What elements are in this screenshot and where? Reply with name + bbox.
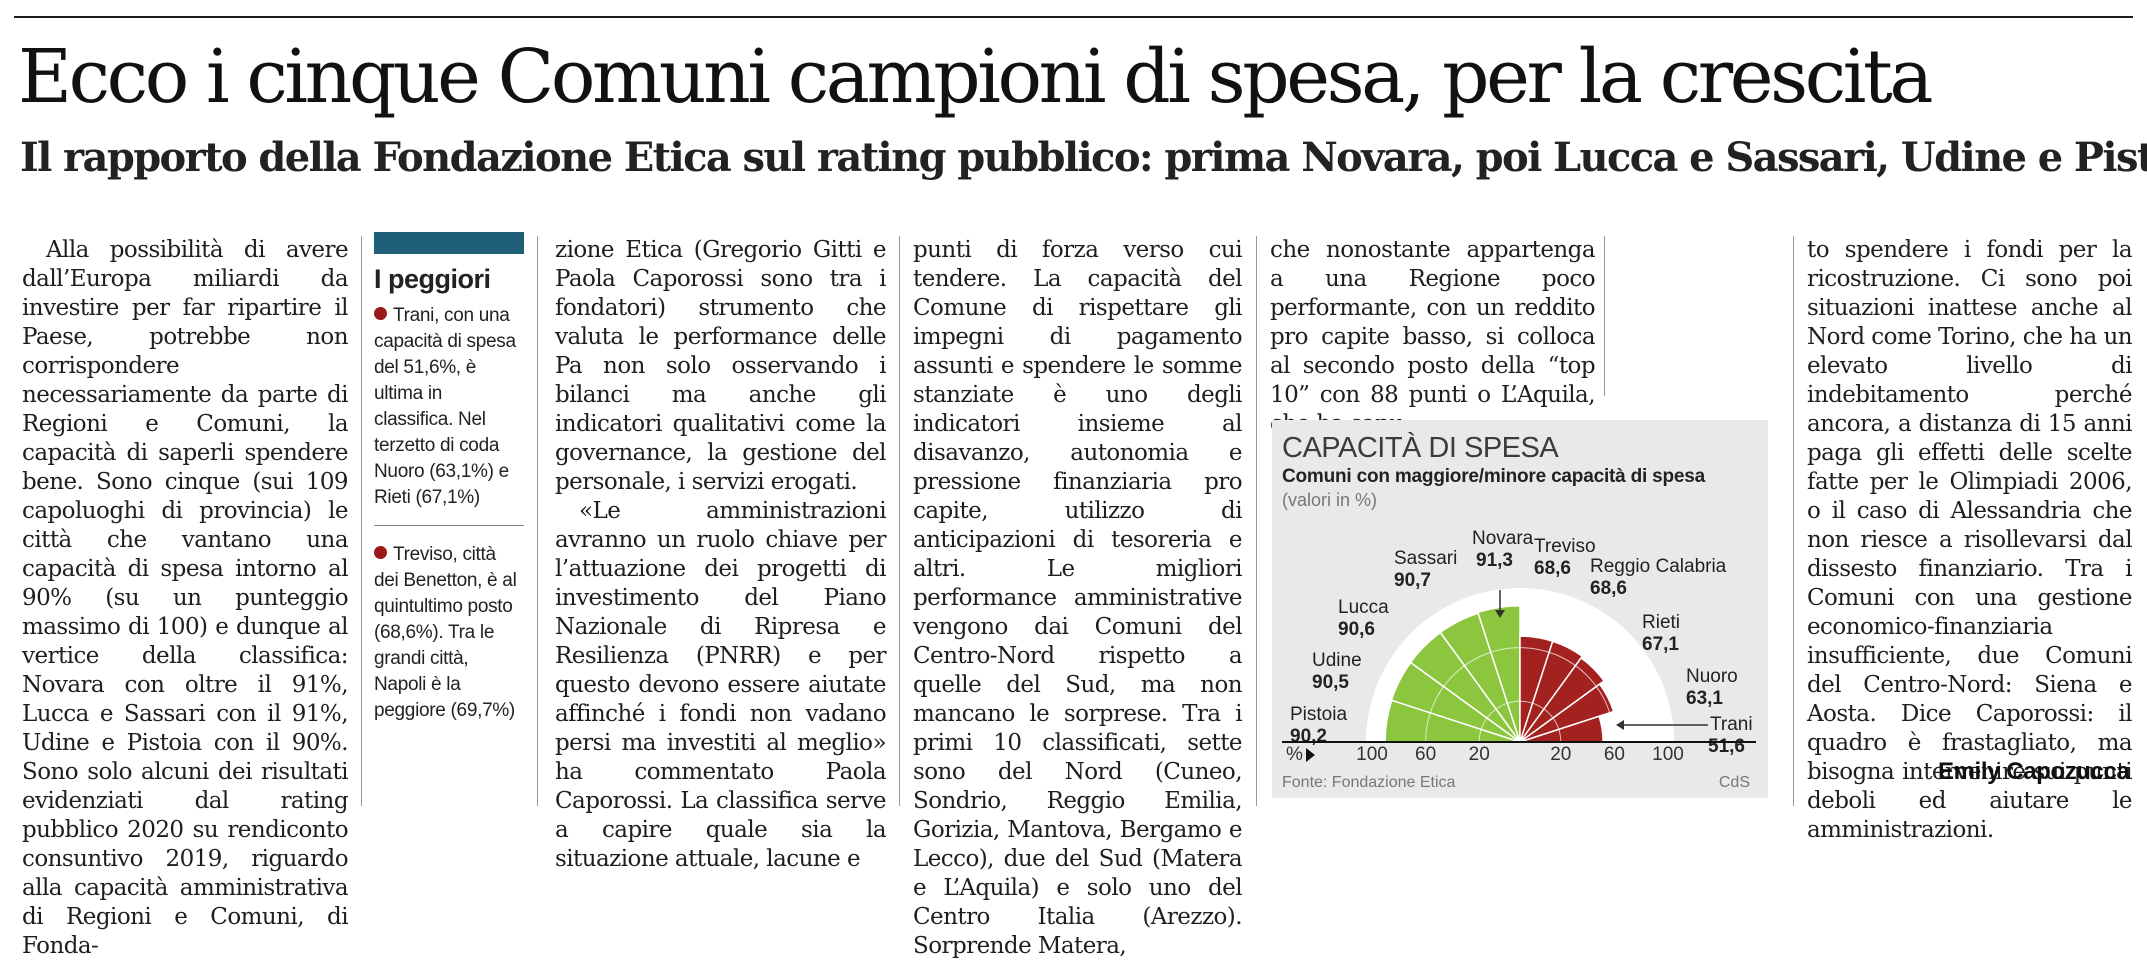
value-treviso: 68,6: [1534, 558, 1571, 579]
sidebar-item-text: Trani, con una capacità di spesa del 51,…: [374, 305, 516, 508]
paragraph-4: punti di forza verso cui tendere. La cap…: [913, 237, 1243, 959]
guide-circle: [1425, 647, 1615, 743]
top-rule: [14, 16, 2133, 18]
bar-nuoro: [1519, 683, 1615, 743]
value-trani: 51,6: [1708, 736, 1745, 757]
column-divider: [1793, 236, 1794, 806]
paragraph-2: zione Etica (Gregorio Gitti e Paola Capo…: [555, 237, 887, 495]
subheadline: Il rapporto della Fondazione Etica sul r…: [20, 134, 2147, 181]
label-nuoro: Nuoro: [1686, 666, 1738, 687]
axis-tick-right: 100: [1652, 744, 1684, 765]
axis-tick-left: 60: [1415, 744, 1436, 765]
paragraph-6: to spendere i fondi per la ricostruzione…: [1807, 237, 2133, 843]
label-sassari: Sassari: [1394, 548, 1457, 569]
sidebar-separator: [374, 525, 524, 526]
label-udine: Udine: [1312, 650, 1362, 671]
headline: Ecco i cinque Comuni campioni di spesa, …: [18, 34, 1933, 120]
value-novara: 91,3: [1476, 550, 1513, 571]
author-byline: Emily Capozucca: [1938, 758, 2130, 785]
value-reggio-calabria: 68,6: [1590, 578, 1627, 599]
sidebar-item-treviso: Treviso, città dei Benetton, è al quintu…: [374, 542, 524, 724]
article-column-5: che nonostante appartenga a una Regione …: [1270, 236, 1596, 439]
value-sassari: 90,7: [1394, 570, 1431, 591]
chart-title: CAPACITÀ DI SPESA: [1282, 432, 1559, 464]
sidebar-item-trani: Trani, con una capacità di spesa del 51,…: [374, 303, 524, 511]
novara-arrow-icon: [1495, 610, 1505, 618]
value-lucca: 90,6: [1338, 619, 1375, 640]
bar-novara: [1476, 604, 1521, 743]
guide-circle: [1371, 593, 1669, 743]
label-trani: Trani: [1710, 714, 1753, 735]
value-rieti: 67,1: [1642, 634, 1679, 655]
label-lucca: Lucca: [1338, 597, 1389, 618]
column-divider: [1604, 236, 1605, 396]
label-novara: Novara: [1472, 528, 1534, 549]
article-column-6: to spendere i fondi per la ricostruzione…: [1807, 236, 2133, 845]
sidebar-title: I peggiori: [374, 264, 491, 294]
axis-play-icon: [1306, 748, 1315, 762]
column-divider: [1256, 236, 1257, 806]
label-reggio-calabria: Reggio Calabria: [1590, 556, 1727, 577]
chart-subtitle: Comuni con maggiore/minore capacità di s…: [1282, 466, 1706, 487]
column-divider: [537, 236, 538, 806]
sidebar-accent-bar: [374, 232, 524, 254]
paragraph-3: «Le amministrazioni avranno un ruolo chi…: [555, 498, 887, 872]
axis-tick-left: 100: [1356, 744, 1388, 765]
chart-unit: (valori in %): [1282, 490, 1378, 510]
bullet-dot-icon: [374, 307, 387, 320]
chart-credit: CdS: [1718, 774, 1750, 791]
paragraph-1: Alla possibilità di avere dall’Europa mi…: [22, 237, 349, 959]
label-treviso: Treviso: [1534, 536, 1596, 557]
article-column-4: punti di forza verso cui tendere. La cap…: [913, 236, 1243, 961]
axis-prefix: %: [1286, 744, 1303, 765]
trani-arrow-icon: [1616, 720, 1624, 730]
article-column-1: Alla possibilità di avere dall’Europa mi…: [22, 236, 349, 961]
sidebar-worst: I peggiori Trani, con una capacità di sp…: [374, 232, 524, 724]
label-rieti: Rieti: [1642, 612, 1680, 633]
chart-plot: Pistoia90,2Udine90,5Lucca90,6Sassari90,7…: [1282, 528, 1756, 765]
value-nuoro: 63,1: [1686, 688, 1723, 709]
axis-tick-right: 20: [1550, 744, 1571, 765]
sidebar-item-text: Treviso, città dei Benetton, è al quintu…: [374, 544, 517, 721]
axis-tick-right: 60: [1604, 744, 1625, 765]
spending-chart: CAPACITÀ DI SPESA Comuni con maggiore/mi…: [1272, 420, 1768, 798]
paragraph-5: che nonostante appartenga a una Regione …: [1270, 237, 1596, 437]
article-column-3: zione Etica (Gregorio Gitti e Paola Capo…: [555, 236, 887, 874]
column-divider: [361, 236, 362, 806]
chart-source: Fonte: Fondazione Etica: [1282, 774, 1456, 791]
label-pistoia: Pistoia: [1290, 704, 1347, 725]
axis-tick-left: 20: [1469, 744, 1490, 765]
bar-rieti: [1519, 656, 1606, 743]
bullet-dot-icon: [374, 546, 387, 559]
bar-reggio-calabria: [1519, 640, 1584, 743]
column-divider: [899, 236, 900, 806]
guide-circle: [1478, 700, 1562, 743]
value-udine: 90,5: [1312, 672, 1349, 693]
